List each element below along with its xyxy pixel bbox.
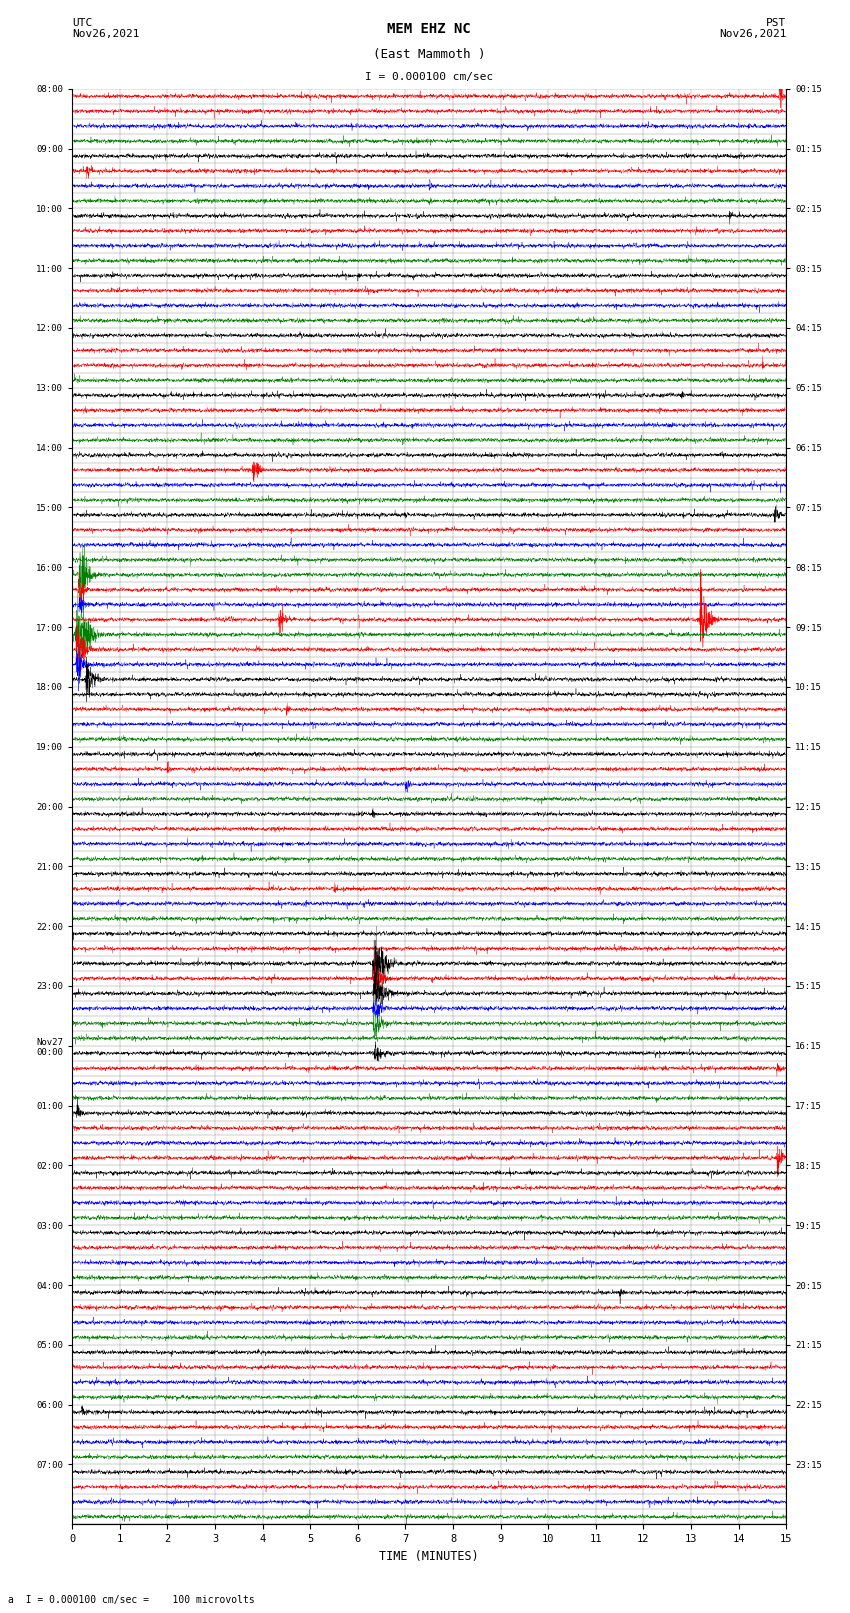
Text: (East Mammoth ): (East Mammoth ) <box>373 48 485 61</box>
Text: PST
Nov26,2021: PST Nov26,2021 <box>719 18 786 39</box>
Text: a  I = 0.000100 cm/sec =    100 microvolts: a I = 0.000100 cm/sec = 100 microvolts <box>8 1595 255 1605</box>
Text: MEM EHZ NC: MEM EHZ NC <box>388 23 471 35</box>
X-axis label: TIME (MINUTES): TIME (MINUTES) <box>379 1550 479 1563</box>
Text: UTC
Nov26,2021: UTC Nov26,2021 <box>72 18 139 39</box>
Text: I = 0.000100 cm/sec: I = 0.000100 cm/sec <box>366 73 493 82</box>
